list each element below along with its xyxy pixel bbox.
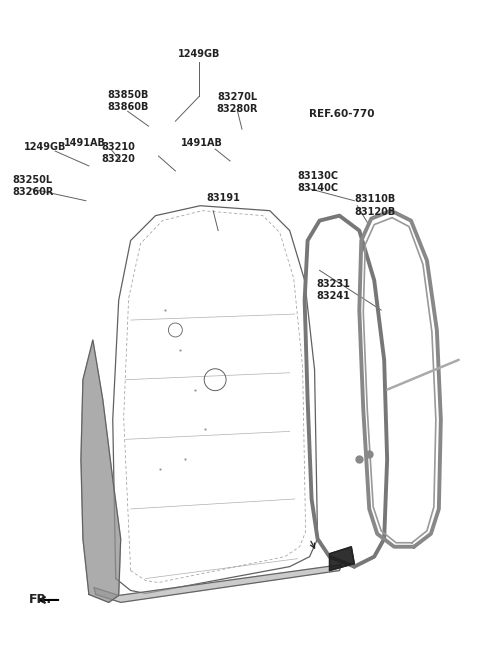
Text: 83250L
83260R: 83250L 83260R (12, 174, 53, 197)
Text: 83110B
83120B: 83110B 83120B (355, 194, 396, 216)
Text: 83231
83241: 83231 83241 (316, 279, 350, 301)
Text: 1491AB: 1491AB (64, 138, 106, 148)
Polygon shape (329, 546, 354, 571)
Text: 83270L
83280R: 83270L 83280R (217, 92, 258, 114)
Text: 83210
83220: 83210 83220 (101, 142, 135, 165)
Text: REF.60-770: REF.60-770 (309, 109, 375, 119)
Text: 1249GB: 1249GB (178, 49, 221, 59)
Text: 83191: 83191 (206, 193, 240, 203)
Text: 83850B
83860B: 83850B 83860B (107, 90, 148, 112)
Text: 1249GB: 1249GB (24, 142, 67, 152)
Polygon shape (94, 565, 341, 602)
Text: FR.: FR. (29, 594, 52, 606)
Text: 83130C
83140C: 83130C 83140C (297, 171, 338, 193)
Text: 1491AB: 1491AB (181, 138, 223, 148)
Polygon shape (81, 340, 120, 602)
